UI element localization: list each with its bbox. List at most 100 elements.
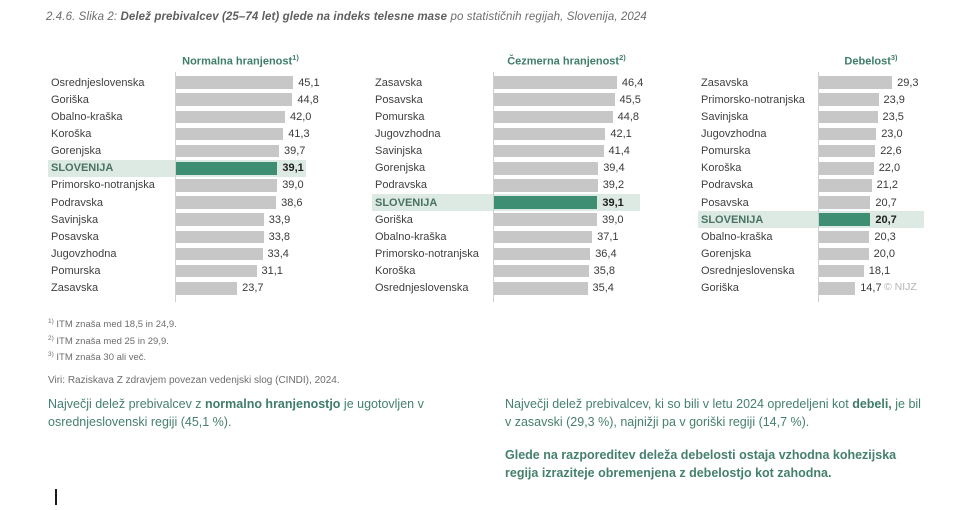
value-label: 20,7 xyxy=(875,213,897,226)
bar-area: 39,1 xyxy=(175,160,306,177)
bar xyxy=(175,247,263,261)
commentary-left-post: je ugotovljen v osrednjeslovenski regiji… xyxy=(48,397,424,429)
region-label: Osrednjeslovenska xyxy=(375,282,469,295)
chart-normal-weight: Normalna hranjenost1) Osrednjeslovenska 4… xyxy=(48,50,320,302)
bar-area: 38,6 xyxy=(175,194,306,211)
bar-area: 35,8 xyxy=(493,263,640,280)
bar-area: 33,4 xyxy=(175,245,306,262)
bar xyxy=(175,144,279,158)
chart-row: Obalno-kraška 42,0 xyxy=(48,108,311,125)
footnote: 3) ITM znaša 30 ali več. xyxy=(48,351,147,364)
bar-area: 39,0 xyxy=(175,177,306,194)
chart-row: Gorenjska 39,7 xyxy=(48,143,306,160)
bar-area: 46,4 xyxy=(493,74,643,91)
value-label: 29,3 xyxy=(897,76,919,89)
bar-area: 22,0 xyxy=(818,160,924,177)
region-label: Pomurska xyxy=(701,145,751,158)
region-label: Savinjska xyxy=(375,145,423,158)
bar xyxy=(175,127,284,141)
region-label: Koroška xyxy=(51,127,92,140)
region-label: Savinjska xyxy=(701,110,749,123)
bar xyxy=(493,144,604,158)
region-label: Jugovzhodna xyxy=(701,127,767,140)
chart-axis-line xyxy=(493,72,494,302)
value-label: 36,4 xyxy=(595,247,617,260)
source-line: Viri: Raziskava Z zdravjem povezan veden… xyxy=(48,374,340,386)
chart-row: Koroška 22,0 xyxy=(698,160,924,177)
chart-row: Koroška 41,3 xyxy=(48,125,310,142)
chart-overweight: Čezmerna hranjenost2) Zasavska 46,4 Posavs… xyxy=(372,50,643,302)
region-label: Gorenjska xyxy=(375,162,426,175)
value-label: 20,0 xyxy=(873,247,896,260)
chart-axis-line xyxy=(818,72,819,302)
chart-rows: Zasavska 29,3 Primorsko-notranjska 23,9 Savi… xyxy=(698,72,924,302)
chart-row: Pomurska 31,1 xyxy=(48,263,306,280)
bar xyxy=(493,230,593,244)
nijz-watermark: © NIJZ xyxy=(884,281,917,293)
chart-row: SLOVENIJA 39,1 xyxy=(372,193,640,212)
bar xyxy=(818,76,893,89)
bar xyxy=(493,162,599,175)
bar-area: 39,0 xyxy=(493,211,640,228)
value-label: 20,3 xyxy=(874,230,896,243)
value-label: 38,6 xyxy=(281,196,303,209)
value-label: 39,2 xyxy=(602,179,625,192)
bar xyxy=(175,179,278,192)
bar xyxy=(818,144,876,158)
chart-row: Obalno-kraška 20,3 xyxy=(698,228,924,245)
value-label: 39,4 xyxy=(603,162,625,175)
chart-row: Goriška 44,8 xyxy=(48,91,319,108)
bar-area: 23,9 xyxy=(818,91,924,108)
figure-title-main: Delež prebivalcev (25–74 let) glede na i… xyxy=(120,11,448,23)
value-label: 39,0 xyxy=(282,179,304,192)
bar-area: 39,1 xyxy=(493,194,640,211)
chart-row: Podravska 21,2 xyxy=(698,177,924,194)
chart-row: Gorenjska 39,4 xyxy=(372,160,640,177)
bar xyxy=(818,247,869,261)
region-label: Primorsko-notranjska xyxy=(51,179,155,192)
value-label: 42,0 xyxy=(290,110,312,123)
region-label: Koroška xyxy=(375,265,416,278)
bar-area: 39,7 xyxy=(175,143,306,160)
bar xyxy=(818,110,878,124)
value-label: 46,4 xyxy=(621,76,644,89)
bar-area: 41,3 xyxy=(175,125,310,142)
region-label: SLOVENIJA xyxy=(51,162,114,175)
bar xyxy=(493,179,598,192)
region-label: Obalno-kraška xyxy=(51,110,123,123)
chart-title: Normalna hranjenost1) xyxy=(182,53,299,68)
value-label: 35,8 xyxy=(593,265,616,278)
bar-area: 22,6 xyxy=(818,143,924,160)
region-label: Osrednjeslovenska xyxy=(51,76,145,89)
region-label: Gorenjska xyxy=(701,247,752,260)
value-label: 45,1 xyxy=(298,76,320,89)
bar xyxy=(818,264,864,278)
commentary-right-para1: Največji delež prebivalcev, ki so bili v… xyxy=(505,396,929,431)
bar-area: 42,0 xyxy=(175,108,311,125)
chart-row: Goriška 14,7 xyxy=(698,280,924,297)
bar-area: 36,4 xyxy=(493,245,640,262)
value-label: 39,1 xyxy=(282,162,304,175)
value-label: 22,0 xyxy=(878,162,901,175)
chart-row: Jugovzhodna 23,0 xyxy=(698,125,924,142)
value-label: 33,4 xyxy=(267,247,289,260)
region-label: Koroška xyxy=(701,162,742,175)
value-label: 44,8 xyxy=(617,110,640,123)
bar-area: 31,1 xyxy=(175,263,306,280)
chart-row: Jugovzhodna 42,1 xyxy=(372,125,640,142)
chart-row: Obalno-kraška 37,1 xyxy=(372,228,640,245)
bar xyxy=(493,282,588,295)
value-label: 41,4 xyxy=(608,145,630,158)
bar-area: 20,0 xyxy=(818,245,924,262)
bar xyxy=(818,162,874,175)
value-label: 37,1 xyxy=(597,230,619,243)
region-label: Savinjska xyxy=(51,213,99,226)
chart-row: Zasavska 46,4 xyxy=(372,74,643,91)
value-label: 23,7 xyxy=(242,282,264,295)
chart-row: Pomurska 22,6 xyxy=(698,143,924,160)
bar xyxy=(493,76,617,89)
chart-row: Primorsko-notranjska 23,9 xyxy=(698,91,924,108)
bar-area: 18,1 xyxy=(818,263,924,280)
bar xyxy=(493,247,591,261)
bar-area: 29,3 xyxy=(818,74,924,91)
